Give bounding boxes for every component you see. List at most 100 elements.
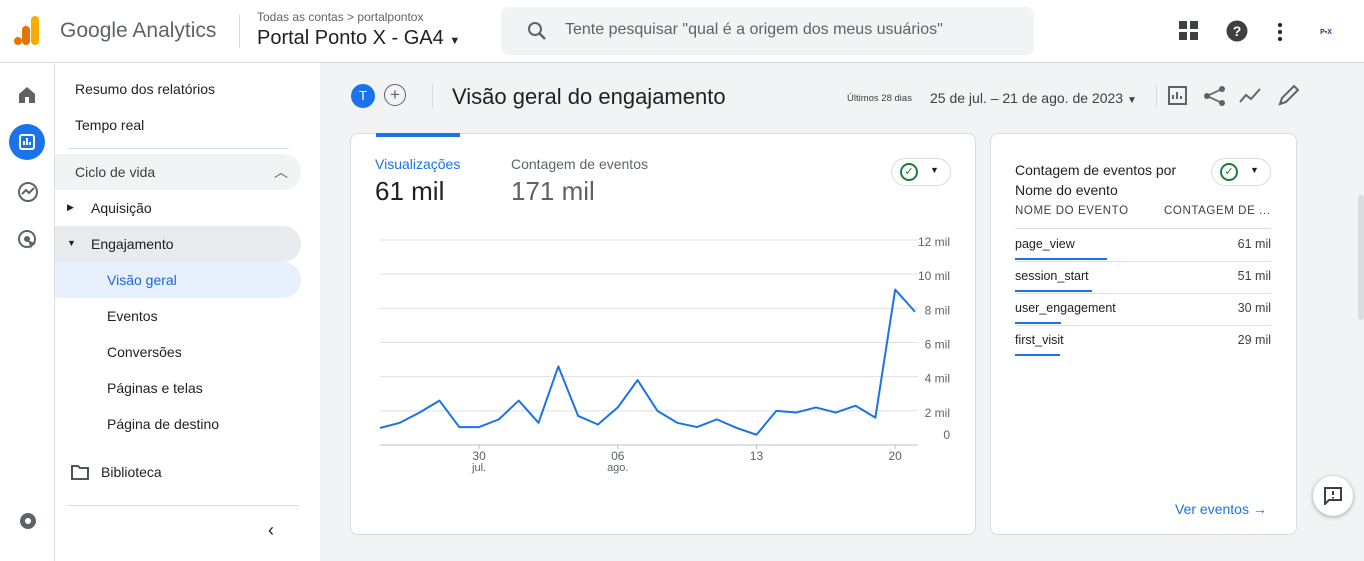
nav-item[interactable]: Biblioteca bbox=[101, 464, 162, 480]
event-count: 30 mil bbox=[1237, 301, 1271, 315]
property-picker[interactable]: Portal Ponto X - GA4 ▼ bbox=[257, 27, 461, 49]
feedback-icon bbox=[1324, 487, 1342, 505]
folder-icon bbox=[71, 465, 89, 480]
breadcrumb-link[interactable]: Todas as contas bbox=[257, 10, 344, 24]
metric-label[interactable]: Contagem de eventos bbox=[511, 156, 648, 172]
logo bbox=[14, 16, 39, 45]
nav-section[interactable]: Ciclo de vida bbox=[75, 164, 156, 180]
explore-icon[interactable] bbox=[17, 181, 39, 203]
date-range[interactable]: 25 de jul. – 21 de ago. de 2023 ▼ bbox=[930, 90, 1137, 106]
nav-item[interactable]: Páginas e telas bbox=[107, 380, 203, 396]
x-tick-sublabel: ago. bbox=[607, 462, 628, 474]
help-icon[interactable]: ? bbox=[1226, 20, 1248, 42]
y-tick-label: 2 mil bbox=[925, 406, 950, 420]
link-text[interactable]: Ver eventos bbox=[1175, 501, 1249, 517]
tab-indicator bbox=[376, 133, 460, 137]
nav-item[interactable]: Visão geral bbox=[107, 272, 177, 288]
column-header[interactable]: CONTAGEM DE ... bbox=[1164, 205, 1271, 217]
range-label: Últimos 28 dias bbox=[847, 93, 912, 104]
y-tick-label: 4 mil bbox=[925, 372, 950, 386]
divider bbox=[432, 84, 433, 108]
svg-text:?: ? bbox=[1233, 23, 1242, 39]
breadcrumb[interactable]: Todas as contas > portalpontox bbox=[257, 10, 424, 24]
metric-value: 171 mil bbox=[511, 176, 595, 206]
metric-value: 61 mil bbox=[375, 176, 445, 206]
table-row: page_view 61 mil bbox=[1015, 229, 1271, 262]
home-icon[interactable] bbox=[17, 85, 37, 105]
x-tick-label: 13 bbox=[750, 449, 764, 463]
event-name: first_visit bbox=[1015, 333, 1064, 347]
nav-item[interactable]: Página de destino bbox=[107, 416, 220, 432]
toolbar-icons[interactable] bbox=[1166, 84, 1306, 108]
settings-icon[interactable] bbox=[17, 510, 39, 532]
svg-text:P▪X: P▪X bbox=[1320, 29, 1332, 36]
nav-item[interactable]: Aquisição bbox=[91, 200, 152, 216]
selected-item-bg bbox=[55, 262, 301, 298]
event-count: 51 mil bbox=[1237, 269, 1271, 283]
collapse-icon[interactable]: ︿ bbox=[274, 164, 288, 180]
y-tick-label: 8 mil bbox=[925, 303, 950, 317]
row-bar bbox=[1015, 258, 1107, 260]
events-card bbox=[990, 133, 1297, 535]
divider bbox=[1015, 228, 1271, 229]
page-title: Visão geral do engajamento bbox=[452, 84, 726, 109]
nav-item[interactable]: Eventos bbox=[107, 308, 158, 324]
comparison-chip[interactable]: T bbox=[351, 84, 375, 108]
nav-item[interactable]: Tempo real bbox=[75, 117, 145, 133]
account-avatar[interactable]: P▪X bbox=[1312, 22, 1340, 40]
row-bar bbox=[1015, 354, 1060, 356]
x-tick-sublabel: jul. bbox=[471, 462, 486, 474]
expand-icon[interactable]: ▼ bbox=[67, 238, 76, 248]
y-tick-label: 0 bbox=[943, 428, 950, 442]
search-placeholder: Tente pesquisar "qual é a origem dos meu… bbox=[565, 21, 943, 38]
status-chip[interactable]: ✓ ▼ bbox=[891, 158, 951, 186]
account[interactable]: portalpontox bbox=[357, 10, 424, 24]
event-count: 29 mil bbox=[1237, 333, 1271, 347]
feedback-button[interactable] bbox=[1313, 476, 1353, 516]
divider bbox=[67, 505, 299, 506]
collapse-sidebar[interactable]: ‹ bbox=[268, 520, 274, 540]
table-row: user_engagement 30 mil bbox=[1015, 293, 1271, 326]
y-tick-label: 6 mil bbox=[925, 338, 950, 352]
scrollbar bbox=[1358, 195, 1364, 320]
date-range-text: 25 de jul. – 21 de ago. de 2023 bbox=[930, 90, 1124, 106]
y-tick-label: 10 mil bbox=[918, 269, 950, 283]
reports-icon[interactable] bbox=[9, 124, 45, 160]
nav-item[interactable]: Conversões bbox=[107, 344, 182, 360]
view-events-link[interactable]: Ver eventos → bbox=[1175, 501, 1267, 517]
expand-icon[interactable]: ▶ bbox=[67, 202, 74, 212]
apps-icon[interactable] bbox=[1178, 20, 1200, 42]
search-icon bbox=[528, 22, 546, 40]
table-row: first_visit 29 mil bbox=[1015, 325, 1271, 357]
x-tick-label: 30 bbox=[472, 449, 486, 463]
event-name: session_start bbox=[1015, 269, 1089, 283]
status-chip[interactable]: ✓ ▼ bbox=[1211, 158, 1271, 186]
divider bbox=[1156, 84, 1157, 108]
card-title: Contagem de eventos por Nome do evento bbox=[1015, 162, 1177, 198]
table-row: session_start 51 mil bbox=[1015, 261, 1271, 294]
selected-group-bg bbox=[55, 226, 301, 262]
event-name: page_view bbox=[1015, 237, 1075, 251]
data-line bbox=[379, 288, 916, 436]
y-tick-label: 12 mil bbox=[918, 235, 950, 249]
nav-item[interactable]: Engajamento bbox=[91, 236, 174, 252]
event-count: 61 mil bbox=[1237, 237, 1271, 251]
sidebar bbox=[55, 63, 320, 561]
metric-label[interactable]: Visualizações bbox=[375, 156, 461, 172]
x-tick-label: 06 bbox=[611, 449, 625, 463]
x-tick-label: 20 bbox=[889, 449, 903, 463]
row-bar bbox=[1015, 290, 1092, 292]
property: Portal Ponto X - GA4 bbox=[257, 27, 444, 49]
nav-item[interactable]: Resumo dos relatórios bbox=[75, 81, 216, 97]
row-bar bbox=[1015, 322, 1061, 324]
search[interactable]: Tente pesquisar "qual é a origem dos meu… bbox=[501, 7, 1034, 55]
more-icon[interactable] bbox=[1276, 22, 1284, 42]
advertising-icon[interactable] bbox=[17, 229, 39, 251]
divider bbox=[239, 14, 240, 48]
event-name: user_engagement bbox=[1015, 301, 1116, 315]
divider bbox=[67, 148, 289, 149]
add-comparison[interactable]: + bbox=[384, 84, 406, 106]
column-header[interactable]: NOME DO EVENTO bbox=[1015, 205, 1129, 217]
